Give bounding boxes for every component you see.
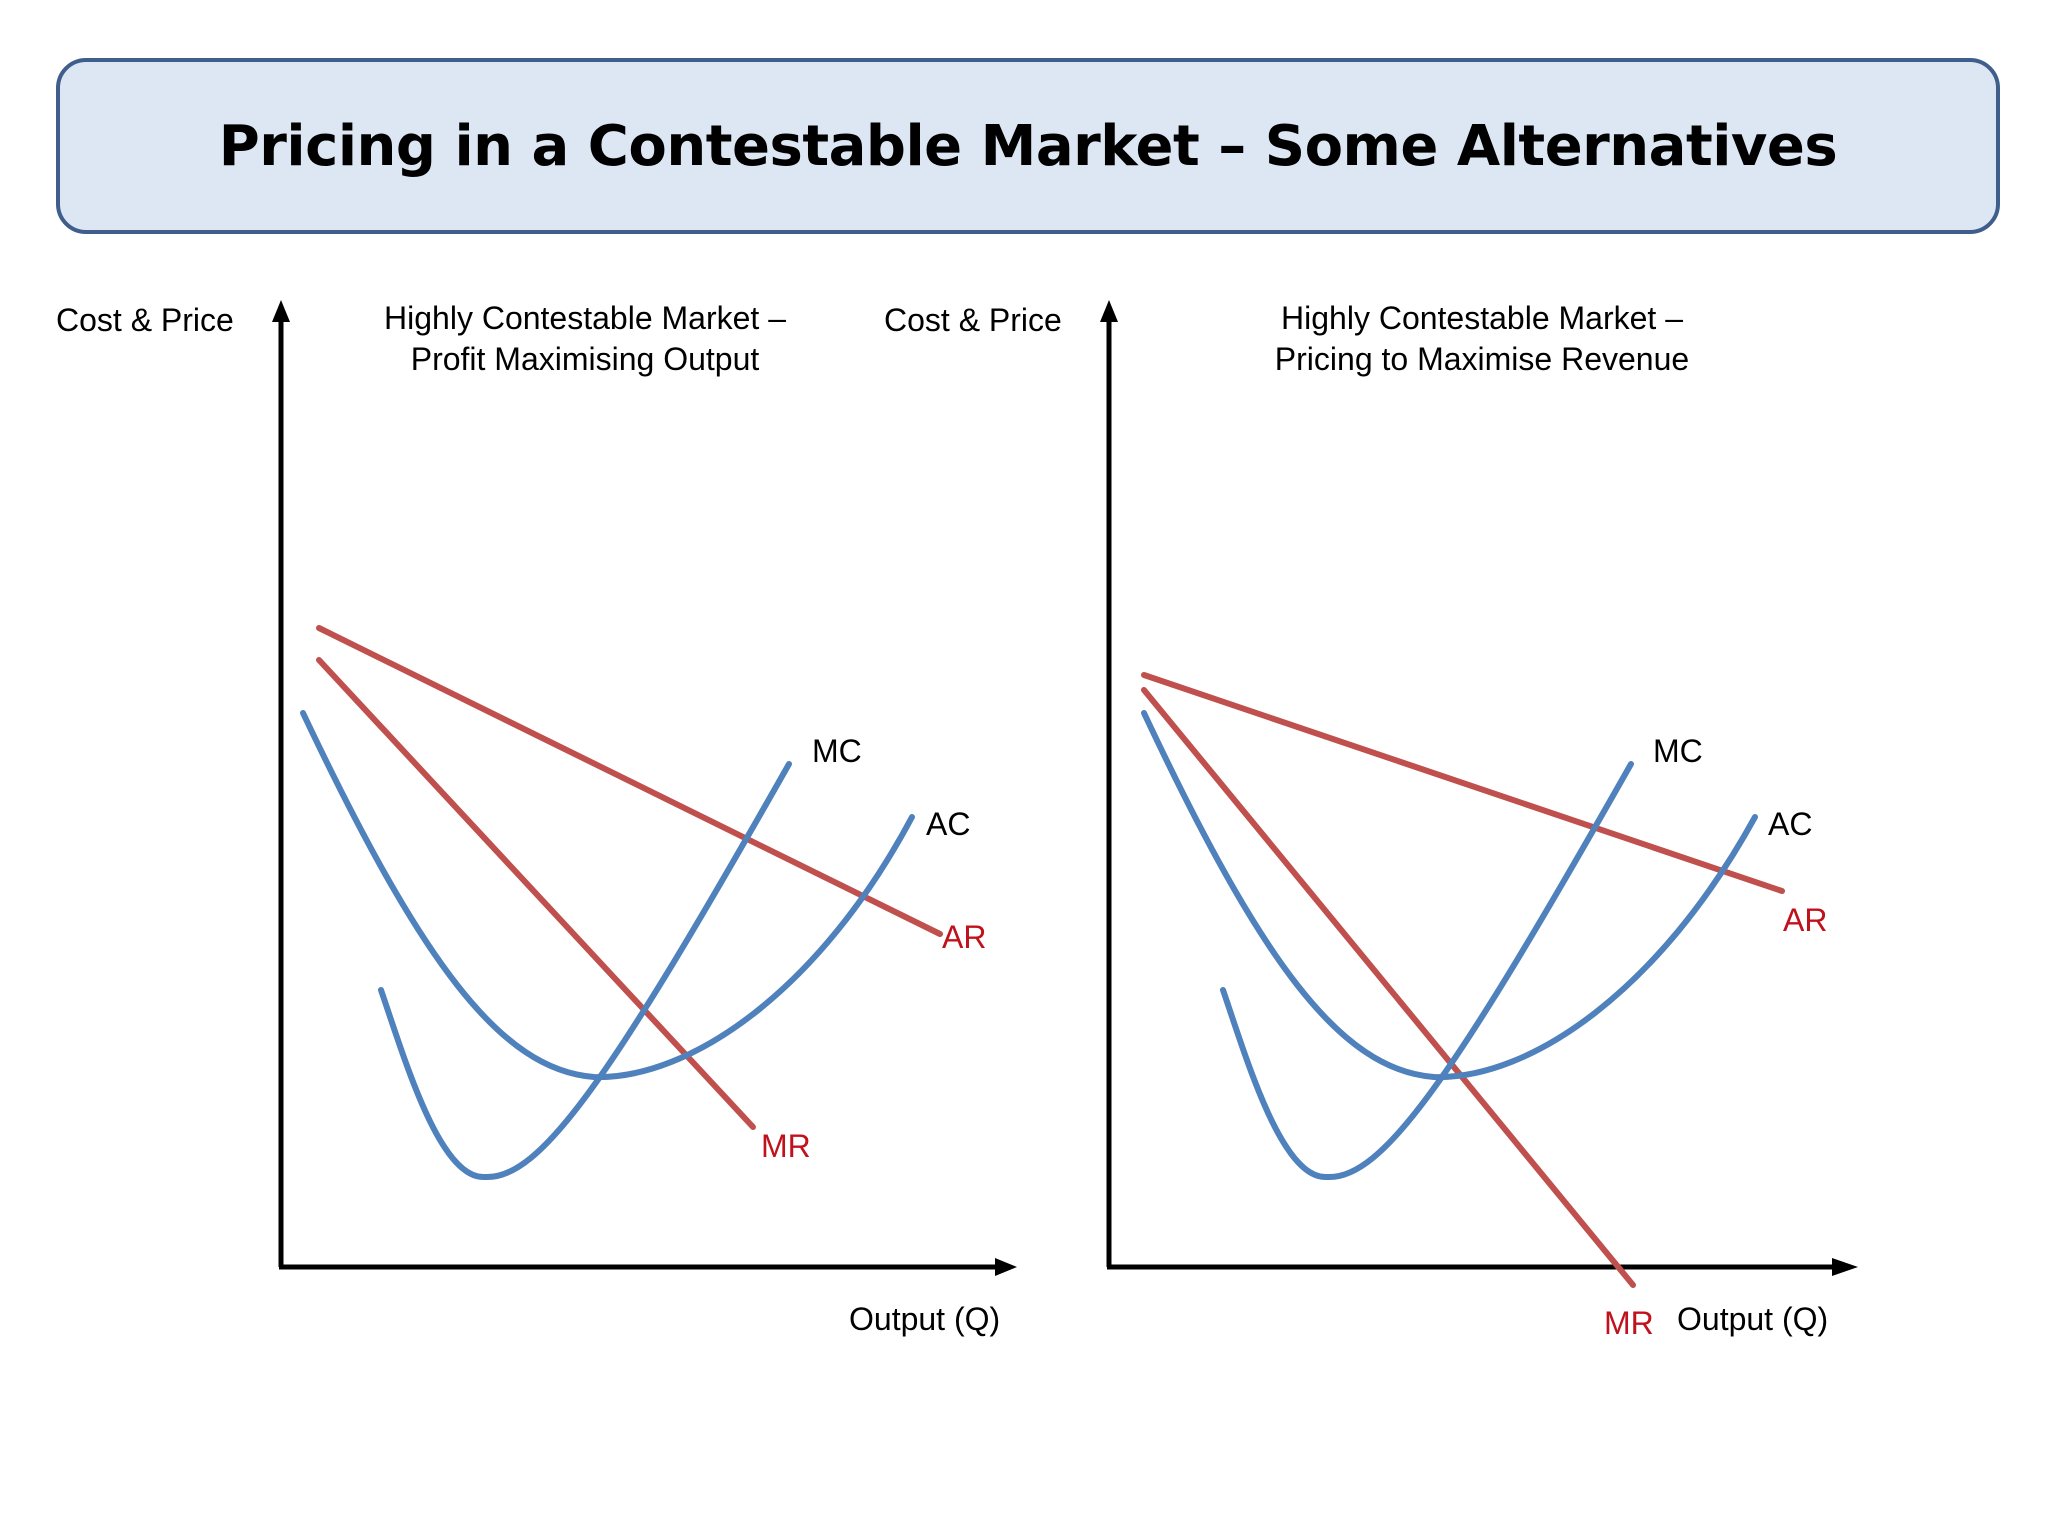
ac-label: AC [1768, 806, 1812, 842]
panel-heading-line1: Highly Contestable Market – [384, 300, 786, 336]
y-axis-label: Cost & Price [56, 302, 234, 338]
x-axis-label: Output (Q) [1677, 1301, 1828, 1337]
ar-label: AR [942, 919, 986, 955]
x-axis-label: Output (Q) [849, 1301, 1000, 1337]
panel-heading-line2: Pricing to Maximise Revenue [1275, 341, 1689, 377]
ar-curve [1141, 672, 1785, 894]
mc-curve [1220, 761, 1634, 1181]
y-axis-arrowhead [1100, 300, 1118, 322]
ac-curve [1141, 710, 1758, 1081]
ar-label: AR [1783, 902, 1827, 938]
mc-curve [378, 761, 792, 1181]
ac-curve [300, 710, 915, 1081]
ac-label: AC [926, 806, 970, 842]
panel-revenue-maximising: Cost & Price Highly Contestable Market –… [884, 300, 1858, 1341]
x-axis-arrowhead [1832, 1258, 1858, 1276]
mr-curve [316, 657, 756, 1130]
y-axis-arrowhead [272, 300, 290, 322]
page-title: Pricing in a Contestable Market – Some A… [218, 113, 1838, 179]
panel-heading-line1: Highly Contestable Market – [1281, 300, 1683, 336]
title-banner: Pricing in a Contestable Market – Some A… [56, 58, 2000, 234]
y-axis-label: Cost & Price [884, 302, 1062, 338]
panel-profit-maximising: Cost & Price Highly Contestable Market –… [56, 300, 1017, 1337]
panel-heading-line2: Profit Maximising Output [411, 341, 760, 377]
mc-label: MC [1653, 733, 1703, 769]
mr-label: MR [761, 1128, 811, 1164]
mc-label: MC [812, 733, 862, 769]
mr-label: MR [1604, 1305, 1654, 1341]
mr-curve [1141, 687, 1636, 1288]
x-axis-arrowhead [995, 1258, 1017, 1276]
ar-curve [316, 625, 943, 937]
